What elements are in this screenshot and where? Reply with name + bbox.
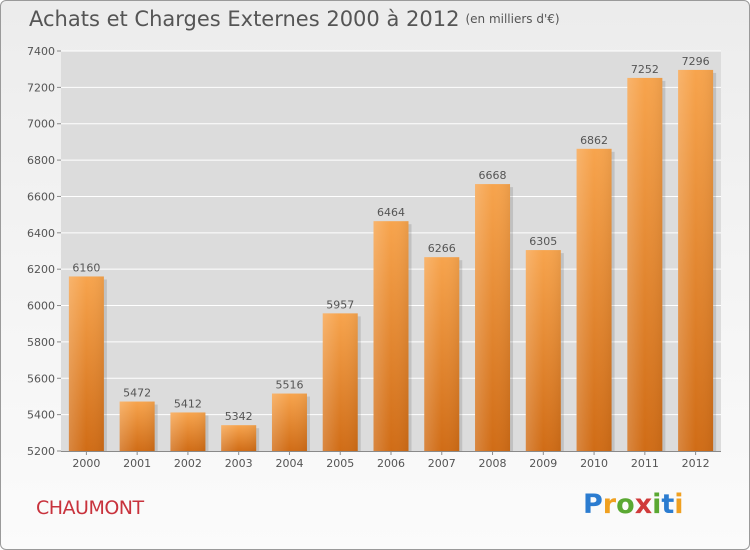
y-tick-label: 5400 xyxy=(27,409,55,422)
chart-title-text: Achats et Charges Externes 2000 à 2012 xyxy=(29,7,460,31)
logo-letter: i xyxy=(652,489,662,520)
y-axis-ticks: 5200 5400 5600 5800 6000 6200 6400 6600 6800 7000… xyxy=(27,45,61,458)
logo-letter: x xyxy=(634,489,653,520)
y-tick-label: 6800 xyxy=(27,154,55,167)
chart-title: Achats et Charges Externes 2000 à 2012 (e… xyxy=(29,7,560,31)
y-tick-label: 7000 xyxy=(27,118,55,131)
data-label: 6668 xyxy=(479,169,507,182)
data-label: 7296 xyxy=(682,55,710,68)
x-tick-label: 2007 xyxy=(428,457,456,470)
bar-shine xyxy=(170,412,206,451)
bar-shine xyxy=(627,77,663,451)
x-tick-label: 2002 xyxy=(174,457,202,470)
data-labels: 6160 5472 5412 5342 5516 5957 6464 6266 6668 6305… xyxy=(72,55,709,423)
data-label: 5342 xyxy=(225,410,253,423)
data-label: 6464 xyxy=(377,206,405,219)
x-tick-label: 2008 xyxy=(479,457,507,470)
bar-shine xyxy=(119,401,155,451)
bars xyxy=(68,69,717,451)
bar-shine xyxy=(322,313,358,451)
x-tick-label: 2001 xyxy=(123,457,151,470)
y-tick-label: 5200 xyxy=(27,445,55,458)
y-tick-label: 7400 xyxy=(27,45,55,58)
logo-letter: r xyxy=(602,489,617,520)
x-tick-label: 2010 xyxy=(580,457,608,470)
logo-letter: t xyxy=(661,489,675,520)
x-tick-label: 2005 xyxy=(326,457,354,470)
data-label: 5472 xyxy=(123,387,151,400)
x-tick-label: 2006 xyxy=(377,457,405,470)
data-label: 5516 xyxy=(275,379,303,392)
x-tick-label: 2000 xyxy=(72,457,100,470)
data-label: 7252 xyxy=(631,63,659,76)
bar-shine xyxy=(221,425,257,451)
logo-letter: o xyxy=(616,489,635,520)
x-tick-label: 2003 xyxy=(225,457,253,470)
bar-shine xyxy=(678,69,714,451)
x-tick-label: 2004 xyxy=(275,457,303,470)
y-tick-label: 7200 xyxy=(27,81,55,94)
y-tick-label: 5800 xyxy=(27,336,55,349)
bar-shine xyxy=(373,221,409,451)
y-tick-label: 5600 xyxy=(27,372,55,385)
data-label: 6862 xyxy=(580,134,608,147)
bar-shine xyxy=(424,257,460,451)
chart-subtitle: (en milliers d'€) xyxy=(465,12,560,26)
x-tick-label: 2009 xyxy=(529,457,557,470)
location-name: CHAUMONT xyxy=(36,497,144,519)
bar-shine xyxy=(525,250,561,451)
data-label: 6305 xyxy=(529,235,557,248)
logo-letter: P xyxy=(583,489,603,520)
x-tick-label: 2012 xyxy=(682,457,710,470)
y-tick-label: 6400 xyxy=(27,227,55,240)
data-label: 6160 xyxy=(72,261,100,274)
y-tick-label: 6000 xyxy=(27,300,55,313)
data-label: 5412 xyxy=(174,397,202,410)
bar-shine xyxy=(576,148,612,451)
data-label: 6266 xyxy=(428,242,456,255)
proxiti-logo: Proxiti xyxy=(583,489,684,520)
data-label: 5957 xyxy=(326,298,354,311)
y-tick-label: 6200 xyxy=(27,263,55,276)
y-tick-label: 6600 xyxy=(27,190,55,203)
bar-shine xyxy=(68,276,104,451)
bar-shine xyxy=(271,393,307,451)
logo-letter: i xyxy=(674,489,684,520)
x-tick-label: 2011 xyxy=(631,457,659,470)
x-axis-ticks: 2000 2001 2002 2003 2004 2005 2006 2007 2008 2009… xyxy=(72,451,710,470)
bar-shine xyxy=(475,184,511,451)
